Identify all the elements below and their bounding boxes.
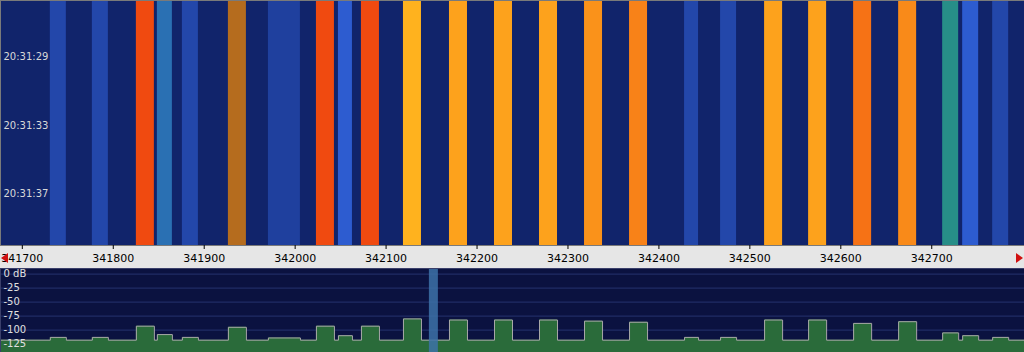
- svg-text:20:31:33: 20:31:33: [4, 120, 49, 131]
- svg-text:341900: 341900: [183, 252, 225, 265]
- svg-text:-25: -25: [4, 282, 20, 293]
- svg-text:20:31:29: 20:31:29: [4, 51, 49, 62]
- svg-text:0 dB: 0 dB: [4, 268, 27, 279]
- svg-text:-125: -125: [4, 338, 27, 349]
- svg-text:342300: 342300: [547, 252, 589, 265]
- svg-text:341800: 341800: [92, 252, 134, 265]
- svg-text:342000: 342000: [274, 252, 316, 265]
- svg-text:341700: 341700: [1, 252, 43, 265]
- svg-text:342400: 342400: [638, 252, 680, 265]
- svg-text:342600: 342600: [820, 252, 862, 265]
- svg-text:342500: 342500: [729, 252, 771, 265]
- svg-text:342700: 342700: [911, 252, 953, 265]
- svg-text:-100: -100: [4, 324, 27, 335]
- svg-text:-50: -50: [4, 296, 20, 307]
- svg-text:20:31:37: 20:31:37: [4, 188, 49, 199]
- svg-text:342200: 342200: [456, 252, 498, 265]
- svg-text:342100: 342100: [365, 252, 407, 265]
- svg-text:-75: -75: [4, 310, 20, 321]
